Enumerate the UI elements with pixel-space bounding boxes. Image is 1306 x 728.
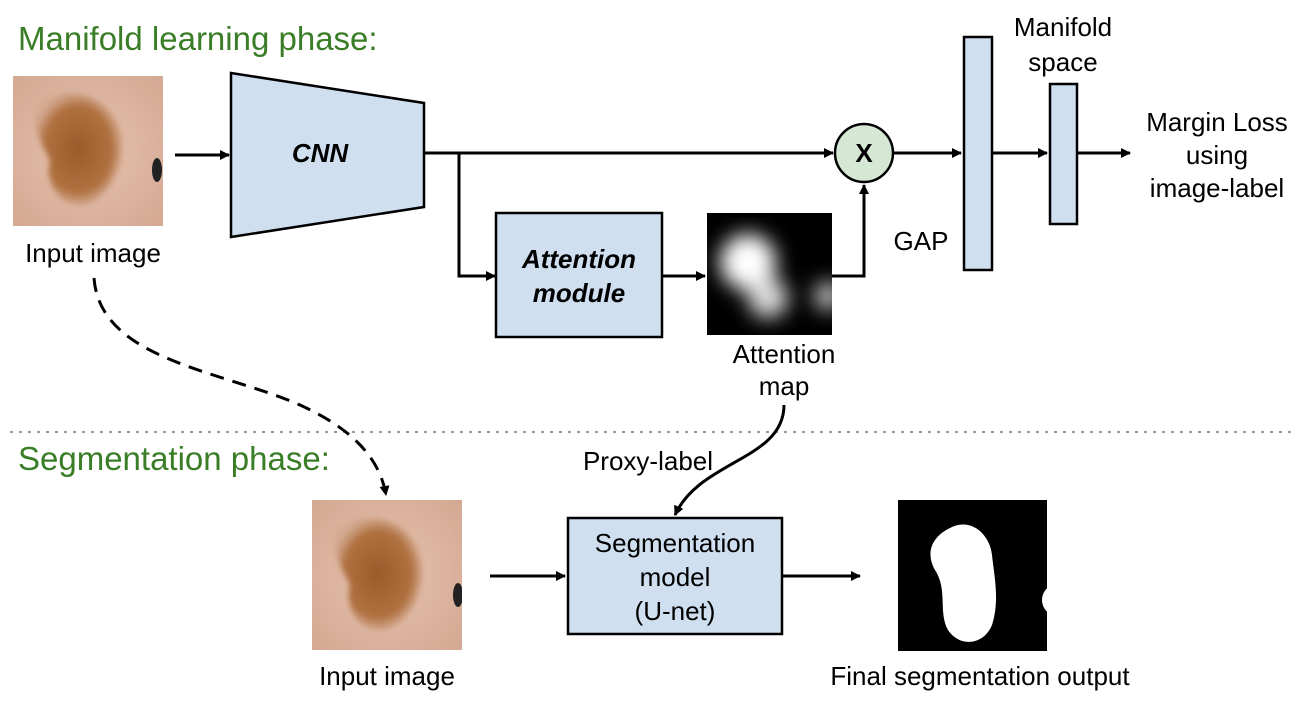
multiply-label: X bbox=[855, 138, 873, 168]
attention-map-image bbox=[707, 213, 832, 335]
input-image-bottom-label: Input image bbox=[319, 661, 455, 691]
arrow-proxy-label bbox=[673, 404, 786, 516]
manifold-phase-title: Manifold learning phase: bbox=[18, 20, 378, 57]
segmentation-model-label-2: model bbox=[640, 562, 711, 592]
final-segmentation-image bbox=[898, 500, 1047, 651]
segmentation-model-label-3: (U-net) bbox=[635, 596, 716, 626]
proxy-label-text: Proxy-label bbox=[583, 446, 713, 476]
gap-bar bbox=[962, 35, 994, 272]
attention-map-label-2: map bbox=[759, 371, 810, 401]
margin-loss-label-2: using bbox=[1186, 140, 1248, 170]
input-image-top bbox=[13, 76, 163, 226]
gap-label: GAP bbox=[894, 226, 949, 256]
cnn-block bbox=[229, 71, 426, 239]
cnn-label: CNN bbox=[292, 138, 350, 168]
manifold-label-2: space bbox=[1028, 47, 1097, 77]
margin-loss-label-3: image-label bbox=[1150, 173, 1284, 203]
arrow-cnn-to-attention bbox=[457, 153, 496, 281]
segmentation-model-block bbox=[566, 516, 784, 636]
manifold-bar bbox=[1048, 82, 1079, 226]
attention-module-label-1: Attention bbox=[521, 244, 636, 274]
manifold-label-1: Manifold bbox=[1014, 12, 1112, 42]
attention-module-label-2: module bbox=[533, 278, 625, 308]
segmentation-phase-title: Segmentation phase: bbox=[18, 440, 330, 477]
input-image-bottom bbox=[312, 500, 462, 650]
margin-loss-label-1: Margin Loss bbox=[1146, 107, 1288, 137]
input-image-top-label: Input image bbox=[25, 238, 161, 268]
attention-module-block bbox=[494, 211, 664, 339]
arrow-map-to-multiply bbox=[832, 184, 869, 278]
segmentation-model-label-1: Segmentation bbox=[595, 528, 755, 558]
final-segmentation-label: Final segmentation output bbox=[830, 661, 1130, 691]
attention-map-label-1: Attention bbox=[733, 339, 836, 369]
dashed-arrow-input-to-segmentation bbox=[92, 277, 390, 496]
